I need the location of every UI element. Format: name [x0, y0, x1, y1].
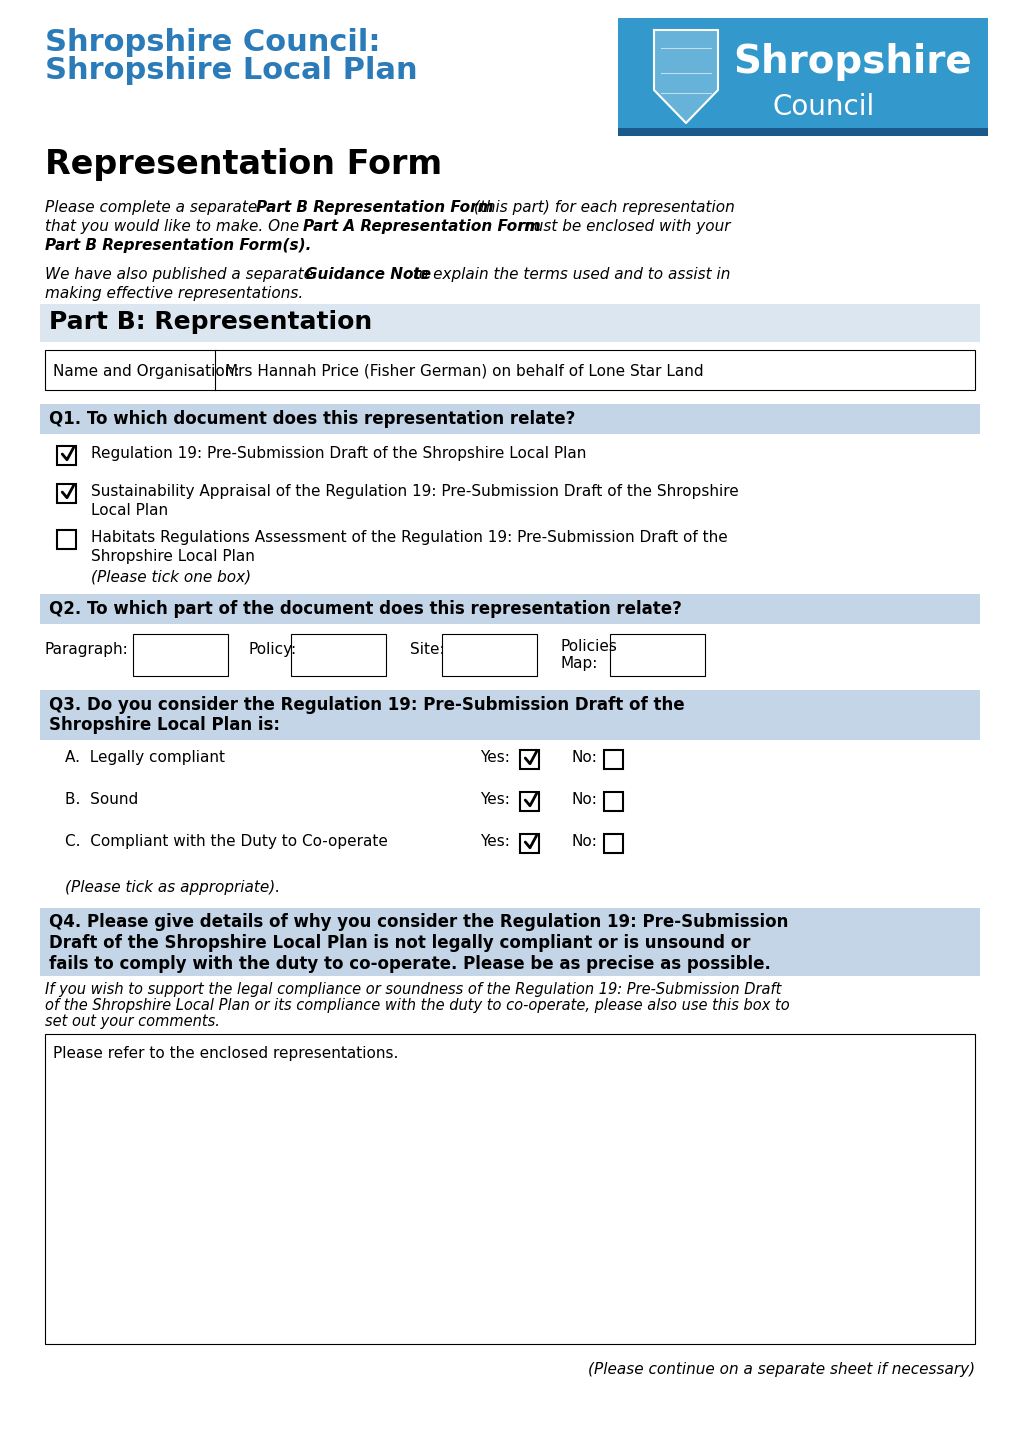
Text: Yes:: Yes: [480, 792, 510, 808]
Text: Representation Form: Representation Form [45, 149, 441, 182]
Text: of the Shropshire Local Plan or its compliance with the duty to co-operate, plea: of the Shropshire Local Plan or its comp… [45, 998, 789, 1012]
Text: No:: No: [572, 833, 597, 849]
Text: Policy:: Policy: [249, 642, 297, 658]
Bar [520, 792, 539, 810]
Text: Regulation 19: Pre-Submission Draft of the Shropshire Local Plan: Regulation 19: Pre-Submission Draft of t… [91, 446, 586, 461]
Text: Shropshire Council:: Shropshire Council: [45, 27, 380, 58]
Text: Please refer to the enclosed representations.: Please refer to the enclosed representat… [53, 1045, 398, 1061]
Text: Shropshire: Shropshire [733, 43, 971, 81]
Text: making effective representations.: making effective representations. [45, 286, 303, 301]
Text: that you would like to make. One: that you would like to make. One [45, 219, 304, 234]
Bar [520, 833, 539, 852]
Text: Local Plan: Local Plan [91, 503, 168, 518]
Text: Q4. Please give details of why you consider the Regulation 19: Pre-Submission: Q4. Please give details of why you consi… [49, 913, 788, 932]
Bar [40, 908, 979, 976]
Text: (Please continue on a separate sheet if necessary): (Please continue on a separate sheet if … [587, 1363, 974, 1377]
Text: Yes:: Yes: [480, 750, 510, 766]
Text: fails to comply with the duty to co-operate. Please be as precise as possible.: fails to comply with the duty to co-oper… [49, 955, 770, 973]
Text: Name and Organisation:: Name and Organisation: [53, 363, 239, 379]
Bar [40, 594, 979, 624]
Text: No:: No: [572, 750, 597, 766]
Bar [441, 634, 536, 676]
Text: Habitats Regulations Assessment of the Regulation 19: Pre-Submission Draft of th: Habitats Regulations Assessment of the R… [91, 531, 727, 545]
Text: (Please tick one box): (Please tick one box) [91, 570, 251, 585]
Bar [618, 128, 987, 136]
Text: Guidance Note: Guidance Note [305, 267, 431, 283]
Text: We have also published a separate: We have also published a separate [45, 267, 318, 283]
Text: No:: No: [572, 792, 597, 808]
Text: A.  Legally compliant: A. Legally compliant [65, 750, 225, 766]
Text: Q2. To which part of the document does this representation relate?: Q2. To which part of the document does t… [49, 600, 682, 619]
Text: Policies: Policies [560, 639, 618, 655]
Bar [57, 483, 76, 502]
Text: Part A Representation Form: Part A Representation Form [303, 219, 540, 234]
Text: to explain the terms used and to assist in: to explain the terms used and to assist … [408, 267, 730, 283]
Text: Shropshire Local Plan is:: Shropshire Local Plan is: [49, 717, 280, 734]
Text: B.  Sound: B. Sound [65, 792, 139, 808]
Text: Site:: Site: [410, 642, 444, 658]
Bar [57, 529, 76, 548]
Text: Yes:: Yes: [480, 833, 510, 849]
Text: Sustainability Appraisal of the Regulation 19: Pre-Submission Draft of the Shrop: Sustainability Appraisal of the Regulati… [91, 485, 738, 499]
Bar [132, 634, 228, 676]
Bar [45, 1034, 974, 1344]
Bar [604, 792, 623, 810]
Bar [520, 750, 539, 769]
Text: Part B: Representation: Part B: Representation [49, 310, 372, 335]
Bar [45, 350, 974, 389]
Bar [40, 304, 979, 342]
Text: Q1. To which document does this representation relate?: Q1. To which document does this represen… [49, 410, 575, 428]
Text: Shropshire Local Plan: Shropshire Local Plan [91, 549, 255, 564]
Bar [604, 833, 623, 852]
Text: must be enclosed with your: must be enclosed with your [514, 219, 730, 234]
Text: Part B Representation Form: Part B Representation Form [256, 200, 493, 215]
Bar [618, 17, 987, 136]
Bar [604, 750, 623, 769]
Text: If you wish to support the legal compliance or soundness of the Regulation 19: P: If you wish to support the legal complia… [45, 982, 781, 996]
Text: (Please tick as appropriate).: (Please tick as appropriate). [65, 880, 280, 895]
Text: Q3. Do you consider the Regulation 19: Pre-Submission Draft of the: Q3. Do you consider the Regulation 19: P… [49, 696, 684, 714]
Bar [290, 634, 385, 676]
Bar [609, 634, 704, 676]
Text: Map:: Map: [560, 656, 598, 671]
Bar [40, 691, 979, 740]
Bar [40, 404, 979, 434]
Text: Shropshire Local Plan: Shropshire Local Plan [45, 56, 417, 85]
Text: Paragraph:: Paragraph: [45, 642, 128, 658]
Text: Mrs Hannah Price (Fisher German) on behalf of Lone Star Land: Mrs Hannah Price (Fisher German) on beha… [225, 363, 703, 379]
Text: (this part) for each representation: (this part) for each representation [469, 200, 734, 215]
Bar [57, 446, 76, 464]
Text: Draft of the Shropshire Local Plan is not legally compliant or is unsound or: Draft of the Shropshire Local Plan is no… [49, 934, 750, 952]
Text: C.  Compliant with the Duty to Co-operate: C. Compliant with the Duty to Co-operate [65, 833, 387, 849]
Text: set out your comments.: set out your comments. [45, 1014, 220, 1030]
Text: Part B Representation Form(s).: Part B Representation Form(s). [45, 238, 311, 252]
Text: Council: Council [772, 92, 874, 121]
Text: Please complete a separate: Please complete a separate [45, 200, 262, 215]
Polygon shape [653, 30, 717, 123]
